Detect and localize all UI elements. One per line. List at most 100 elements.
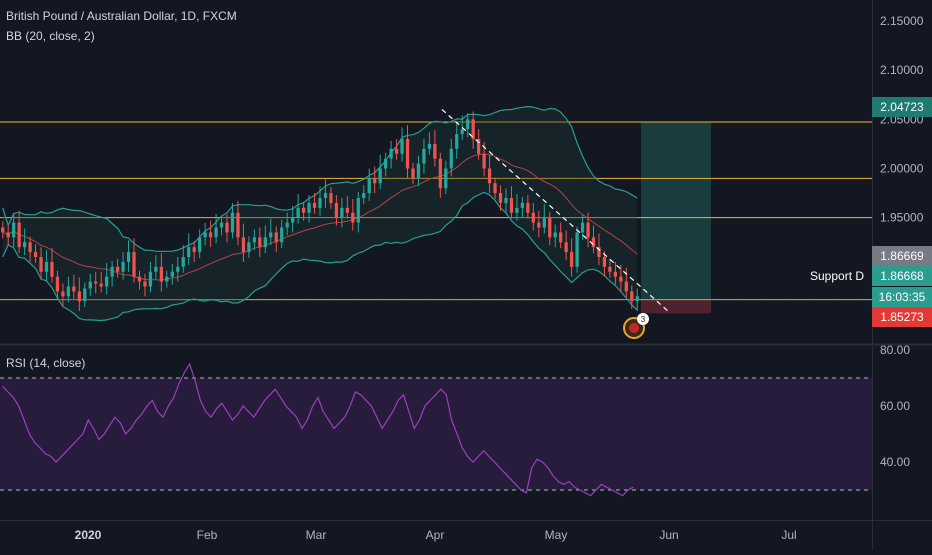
candle-body <box>575 232 579 267</box>
candle-body <box>280 227 284 243</box>
candle-body <box>1 227 5 233</box>
candle-body <box>241 237 246 253</box>
countdown-tag: 16:03:35 <box>872 287 932 307</box>
candle-body <box>170 271 174 277</box>
candle-body <box>219 222 224 228</box>
candle-body <box>307 202 311 213</box>
candle-body <box>630 291 634 302</box>
candle-body <box>482 153 486 169</box>
candle-body <box>367 178 371 194</box>
candle-body <box>362 193 366 198</box>
chart-title: British Pound / Australian Dollar, 1D, F… <box>6 9 237 23</box>
bb-basis <box>2 153 638 281</box>
candle-body <box>580 222 585 233</box>
candle-body <box>608 266 612 272</box>
candle-body <box>72 286 76 292</box>
candle-body <box>400 139 404 154</box>
event-badge[interactable]: 3 <box>623 313 649 339</box>
candle-body <box>132 252 136 277</box>
candle-body <box>394 148 399 154</box>
rsi-line <box>2 362 634 497</box>
candle-body <box>296 207 300 218</box>
candle-body <box>312 202 317 208</box>
candle-body <box>44 261 49 272</box>
candle-body <box>635 296 639 302</box>
stop-zone <box>641 299 711 314</box>
candle-body <box>356 198 360 223</box>
bb-lower <box>2 191 638 322</box>
candle-body <box>602 257 607 267</box>
candle-body <box>225 222 229 233</box>
candle-body <box>154 266 158 272</box>
candle-body <box>66 286 71 297</box>
candle-body <box>613 271 618 277</box>
candle-body <box>449 148 453 169</box>
candle-body <box>378 168 382 184</box>
candle-body <box>181 257 185 267</box>
candle-body <box>214 227 218 238</box>
candle-body <box>236 212 240 238</box>
badge-count-text: 3 <box>641 315 646 324</box>
candle-body <box>542 217 546 228</box>
candle-body <box>115 266 120 272</box>
candle-body <box>137 276 142 282</box>
support-label: Support D <box>810 269 865 283</box>
candle-body <box>99 283 103 287</box>
candle-body <box>148 271 153 287</box>
candle-body <box>624 281 628 292</box>
candle-body <box>373 178 377 184</box>
price-axis-tick: 2.15000 <box>880 14 924 28</box>
candle-body <box>301 207 306 213</box>
rsi-indicator-label: RSI (14, close) <box>6 356 86 370</box>
time-axis-label: Jul <box>781 528 796 542</box>
time-axis-label: Feb <box>197 528 218 542</box>
support-price-tag: 1.86668 <box>872 266 932 286</box>
candle-body <box>247 242 251 253</box>
candle-body <box>28 242 32 253</box>
candle-body <box>591 237 596 248</box>
candle-body <box>230 212 235 233</box>
time-axis-label: Mar <box>306 528 327 542</box>
candle-body <box>444 168 448 189</box>
candle-body <box>258 237 262 248</box>
candle-body <box>438 158 442 189</box>
candle-body <box>6 232 10 238</box>
rsi-axis-tick: 60.00 <box>880 399 910 413</box>
price-axis-tick: 2.00000 <box>880 162 924 176</box>
candle-body <box>143 281 147 287</box>
candle-body <box>198 237 202 253</box>
candle-body <box>504 198 508 203</box>
time-axis-label: Apr <box>426 528 445 542</box>
candle-body <box>531 212 535 223</box>
rsi-axis-tick: 40.00 <box>880 455 910 469</box>
candle-body <box>564 242 568 253</box>
candle-body <box>345 207 349 213</box>
candle-body <box>17 222 21 248</box>
candle-body <box>471 119 475 139</box>
price-axis-tick: 2.10000 <box>880 63 924 77</box>
candle-body <box>323 193 328 198</box>
candle-body <box>569 252 574 267</box>
candle-body <box>553 232 557 238</box>
candle-body <box>351 212 355 223</box>
candle-body <box>105 276 109 287</box>
candle-body <box>55 276 60 292</box>
candle-body <box>460 129 464 135</box>
candle-body <box>340 207 344 218</box>
candle-body <box>159 266 164 282</box>
target-price-tag: 2.04723 <box>872 97 932 117</box>
rsi-axis-tick: 80.00 <box>880 343 910 357</box>
candle-body <box>526 202 530 213</box>
candle-body <box>274 232 278 243</box>
bb-indicator-label: BB (20, close, 2) <box>6 29 95 43</box>
candle-body <box>110 266 114 277</box>
candle-body <box>389 148 393 159</box>
candle-body <box>252 237 256 243</box>
candle-body <box>318 198 322 208</box>
candle-body <box>433 143 437 159</box>
candle-body <box>203 232 207 238</box>
candle-body <box>94 281 98 284</box>
current-price-tag: 1.86669 <box>872 246 932 266</box>
